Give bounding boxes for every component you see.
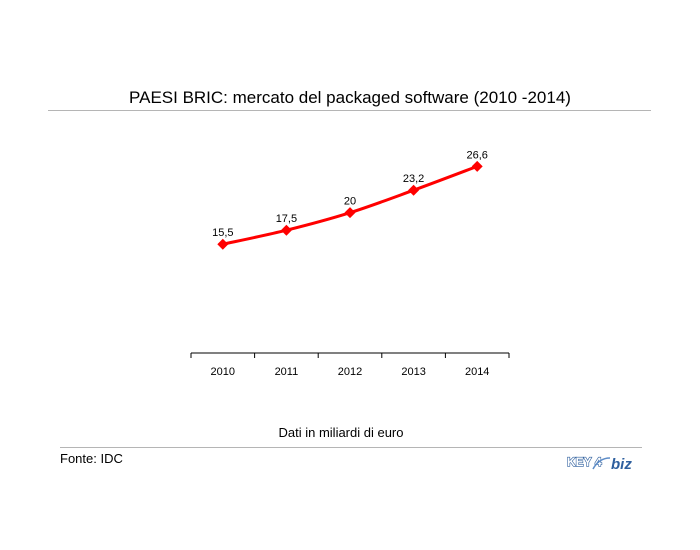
- data-point-marker: [471, 160, 483, 172]
- data-value-label: 15,5: [212, 227, 233, 239]
- title-divider: [48, 110, 651, 111]
- data-point-marker: [280, 224, 292, 236]
- x-tick-label: 2014: [465, 366, 489, 378]
- data-point-marker: [344, 207, 356, 219]
- x-axis-ticks: [190, 353, 510, 358]
- line-chart: 2010 2011 2012 2013 2014 15,5 17,5 20 23,2 26,6: [190, 149, 510, 378]
- footer-divider: [60, 447, 642, 448]
- x-tick-label: 2011: [275, 366, 299, 378]
- x-tick-label: 2012: [338, 366, 362, 378]
- data-value-label: 17,5: [276, 213, 297, 225]
- x-tick-label: 2010: [211, 366, 235, 378]
- series-markers: [217, 160, 483, 250]
- data-point-marker: [408, 184, 420, 196]
- key4biz-logo: KEY 4 biz: [566, 454, 632, 472]
- unit-note: Dati in miliardi di euro: [278, 425, 404, 440]
- data-value-label: 20: [344, 196, 356, 208]
- data-value-label: 26,6: [466, 149, 487, 161]
- data-labels: 15,5 17,5 20 23,2 26,6: [212, 149, 488, 239]
- data-point-marker: [217, 238, 229, 250]
- logo-biz-text: biz: [611, 456, 632, 472]
- data-value-label: 23,2: [403, 173, 424, 185]
- source-note: Fonte: IDC: [60, 451, 123, 466]
- chart-title: PAESI BRIC: mercato del packaged softwar…: [129, 88, 571, 107]
- x-tick-label: 2013: [401, 366, 425, 378]
- logo-key-text: KEY: [567, 455, 592, 469]
- x-axis-tick-labels: 2010 2011 2012 2013 2014: [211, 366, 490, 378]
- logo-swoosh-icon: [592, 457, 611, 470]
